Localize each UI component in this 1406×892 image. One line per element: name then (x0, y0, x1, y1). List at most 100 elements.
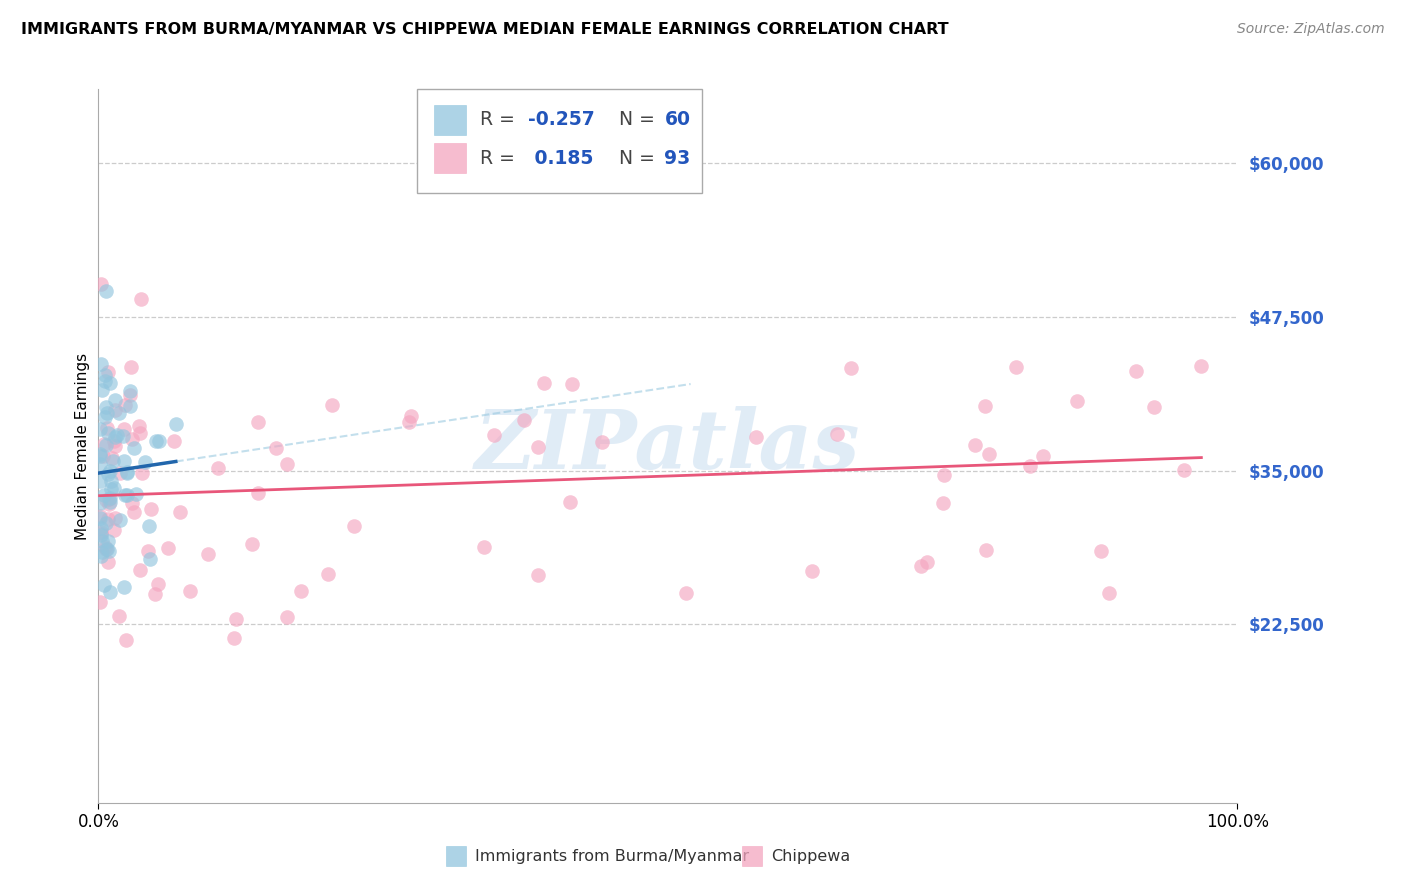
Point (115, 632, 138, 647)
Point (89, 510, 111, 524)
Point (139, 502, 162, 516)
Point (101, 454, 124, 468)
Point (121, 432, 143, 446)
Point (94, 516, 117, 530)
Point (96, 541, 118, 556)
Point (120, 399, 142, 413)
Point (1018, 459, 1040, 474)
Point (915, 555, 938, 569)
Point (97, 534, 120, 549)
Text: 93: 93 (665, 149, 690, 168)
Point (1005, 360, 1028, 375)
Point (115, 488, 138, 502)
Point (100, 474, 122, 488)
Point (482, 428, 505, 442)
Point (1125, 364, 1147, 378)
Point (89, 496, 111, 510)
Point (91, 533, 114, 548)
FancyBboxPatch shape (434, 144, 467, 173)
Point (98, 495, 121, 509)
Point (932, 496, 955, 510)
Point (97, 366, 120, 380)
Text: R =: R = (479, 111, 520, 129)
Point (94, 400, 117, 414)
Point (115, 465, 138, 479)
Point (93, 374, 115, 388)
Point (89, 509, 111, 524)
Point (197, 547, 219, 561)
Point (398, 415, 420, 429)
Point (94, 493, 117, 508)
Point (97, 467, 120, 482)
Point (93, 577, 115, 591)
FancyBboxPatch shape (446, 847, 467, 866)
Point (246, 486, 269, 500)
Point (104, 511, 127, 525)
Point (321, 398, 343, 412)
Point (98, 585, 121, 599)
Point (94, 409, 117, 424)
Point (93, 437, 115, 451)
Point (94, 438, 117, 452)
Point (963, 437, 986, 451)
Point (89, 458, 111, 472)
Text: Immigrants from Burma/Myanmar: Immigrants from Burma/Myanmar (475, 849, 749, 863)
Point (1173, 463, 1195, 477)
Text: 0.185: 0.185 (527, 149, 593, 168)
Point (675, 586, 697, 600)
Point (910, 558, 932, 573)
Point (100, 482, 122, 496)
Point (104, 430, 127, 444)
Point (97, 544, 120, 558)
Text: Source: ZipAtlas.com: Source: ZipAtlas.com (1237, 22, 1385, 37)
FancyBboxPatch shape (742, 847, 762, 866)
Point (112, 580, 135, 594)
Point (1098, 586, 1121, 600)
Point (96, 406, 118, 420)
Point (222, 631, 245, 645)
Point (974, 399, 997, 413)
Point (179, 583, 201, 598)
Point (98, 497, 121, 511)
Point (89, 446, 111, 460)
Text: 60: 60 (665, 111, 690, 129)
Point (134, 455, 156, 469)
Point (169, 505, 191, 519)
Point (839, 360, 862, 375)
Point (89, 595, 111, 609)
Point (90, 521, 112, 535)
Point (129, 292, 152, 306)
Point (145, 434, 167, 449)
Point (128, 419, 150, 434)
Point (90, 357, 112, 371)
Point (342, 519, 364, 533)
Point (89, 449, 111, 463)
Point (163, 434, 186, 449)
Point (105, 427, 128, 442)
Point (136, 544, 159, 558)
Point (131, 466, 153, 480)
Point (825, 426, 848, 441)
Point (114, 488, 136, 502)
Point (90, 545, 112, 559)
Point (112, 429, 135, 443)
Point (97, 512, 120, 526)
Point (401, 409, 423, 423)
Point (97, 425, 120, 440)
Point (108, 513, 131, 527)
Y-axis label: Median Female Earnings: Median Female Earnings (75, 352, 90, 540)
Point (115, 466, 138, 480)
Point (101, 451, 124, 466)
Point (97, 555, 120, 569)
Point (591, 434, 613, 449)
Point (98, 491, 121, 506)
Point (103, 392, 125, 407)
Point (91, 450, 114, 464)
Point (561, 377, 583, 392)
Point (121, 496, 143, 510)
Point (1189, 359, 1212, 374)
Point (118, 384, 141, 399)
Point (264, 441, 287, 455)
Point (533, 376, 555, 390)
Text: ZIPatlas: ZIPatlas (475, 406, 860, 486)
